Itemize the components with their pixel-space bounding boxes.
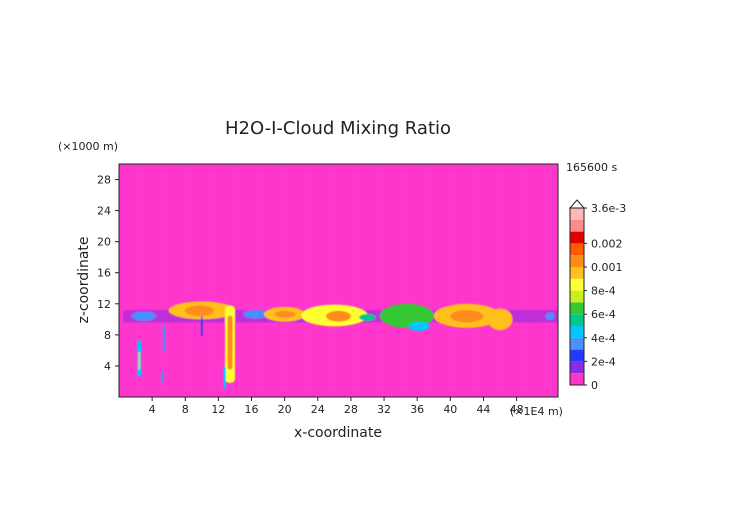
x-tick-label: 24 xyxy=(311,403,325,416)
colorbar-label: 4e-4 xyxy=(591,332,616,345)
colorbar-band xyxy=(570,290,584,303)
x-unit-label: (×1E4 m) xyxy=(510,405,563,418)
colorbar-label: 0.001 xyxy=(591,261,623,274)
colorbar-label: 3.6e-3 xyxy=(591,202,626,215)
colorbar-band xyxy=(570,361,584,374)
colorbar-band xyxy=(570,314,584,326)
y-tick-label: 16 xyxy=(97,267,111,280)
plot-area xyxy=(118,163,559,398)
colorbar-band xyxy=(570,219,584,232)
x-tick-label: 48 xyxy=(510,403,524,416)
x-tick-label: 40 xyxy=(443,403,457,416)
x-tick-label: 12 xyxy=(211,403,225,416)
colorbar-band xyxy=(570,243,584,256)
cloud-blob-4 xyxy=(243,310,269,319)
colorbar-label: 0 xyxy=(591,379,598,392)
cloud-blob-13 xyxy=(450,310,484,323)
colorbar-band xyxy=(570,208,584,220)
cloud-blob-14 xyxy=(487,308,513,331)
cloud-column-21 xyxy=(162,324,166,352)
x-tick-label: 20 xyxy=(278,403,292,416)
chart-title: H2O-I-Cloud Mixing Ratio xyxy=(225,118,451,139)
cloud-blob-9 xyxy=(359,313,376,321)
y-tick-label: 12 xyxy=(97,298,111,311)
y-axis-ticks: 4 8 12 16 20 24 28 xyxy=(97,174,119,373)
colorbar-label: 2e-4 xyxy=(591,355,616,368)
colorbar-band xyxy=(570,231,584,244)
plot-texture xyxy=(121,164,558,397)
y-tick-label: 20 xyxy=(97,236,111,249)
time-label: 165600 s xyxy=(566,161,617,174)
x-axis-label: x-coordinate xyxy=(294,425,382,441)
x-tick-label: 16 xyxy=(245,403,259,416)
cloud-blob-11 xyxy=(408,321,430,331)
colorbar-labels: 3.6e-3 0.002 0.001 8e-4 6e-4 4e-4 2e-4 0 xyxy=(584,202,626,392)
y-tick-label: 8 xyxy=(104,329,111,342)
colorbar-band xyxy=(570,302,584,315)
cloud-blob-1 xyxy=(131,311,157,321)
cloud-blob-15 xyxy=(545,312,555,321)
x-axis-ticks: 4 8 12 16 20 24 28 32 36 40 44 48 xyxy=(149,397,524,416)
cloud-column-18 xyxy=(223,365,226,390)
plot-frame xyxy=(118,163,559,398)
plot-background xyxy=(119,164,558,397)
colorbar-band xyxy=(570,278,584,291)
cloud-column-22 xyxy=(161,372,164,384)
cloud-column-20 xyxy=(138,351,141,370)
x-tick-label: 28 xyxy=(344,403,358,416)
colorbar: 3.6e-3 0.002 0.001 8e-4 6e-4 4e-4 2e-4 0 xyxy=(568,199,626,392)
x-tick-label: 44 xyxy=(476,403,490,416)
cloud-blob-6 xyxy=(274,310,296,318)
x-tick-label: 32 xyxy=(377,403,391,416)
colorbar-arrow xyxy=(568,199,586,209)
colorbar-band xyxy=(570,337,584,350)
cloud-blob-8 xyxy=(326,310,351,322)
cloud-column-23 xyxy=(201,316,203,337)
y-axis-label: z-coordinate xyxy=(76,236,92,323)
colorbar-band xyxy=(570,267,584,279)
colorbar-band xyxy=(570,326,584,338)
y-tick-label: 24 xyxy=(97,205,111,218)
y-tick-label: 4 xyxy=(104,360,111,373)
colorbar-band xyxy=(570,255,584,267)
cloud-blob-3 xyxy=(185,305,215,317)
colorbar-band xyxy=(570,349,584,362)
x-tick-label: 36 xyxy=(410,403,424,416)
cloud-features xyxy=(123,301,558,390)
colorbar-band xyxy=(570,373,584,385)
y-tick-label: 28 xyxy=(97,174,111,187)
colorbar-label: 8e-4 xyxy=(591,285,616,298)
cloud-column-17 xyxy=(227,315,233,370)
y-unit-label: (×1000 m) xyxy=(58,140,118,153)
colorbar-label: 0.002 xyxy=(591,237,623,250)
colorbar-bands xyxy=(570,208,584,385)
x-tick-label: 8 xyxy=(182,403,189,416)
x-tick-label: 4 xyxy=(149,403,156,416)
colorbar-frame xyxy=(569,207,585,386)
colorbar-label: 6e-4 xyxy=(591,308,616,321)
